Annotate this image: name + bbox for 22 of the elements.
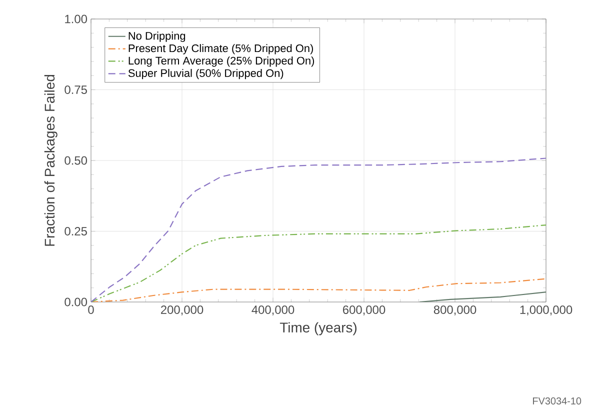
- legend-label: Present Day Climate (5% Dripped On): [128, 44, 313, 54]
- y-tick-label: 0.25: [64, 227, 87, 236]
- y-axis-title: Fraction of Packages Failed: [44, 74, 58, 246]
- x-tick-label: 800,000: [434, 306, 476, 316]
- x-tick-label: 400,000: [252, 306, 294, 316]
- y-tick-label: 0.50: [64, 156, 88, 165]
- x-tick-label: 600,000: [343, 306, 386, 316]
- legend-label: Super Pluvial (50% Dripped On): [128, 68, 284, 80]
- line-series: [91, 224, 546, 302]
- line-series: [91, 158, 546, 302]
- y-tick-label: 0.00: [64, 298, 88, 306]
- text: FV3034-10: [533, 397, 582, 404]
- x-axis-title: Time (years): [280, 322, 356, 336]
- legend-label: Long Term Average (25% Dripped On): [128, 56, 314, 67]
- legend-label: No Dripping: [128, 32, 186, 42]
- x-tick-label: 200,000: [160, 306, 204, 316]
- x-tick-label: 1,000,000: [520, 306, 572, 316]
- x-tick-label: 0: [88, 306, 94, 314]
- y-tick-label: 1.00: [65, 14, 88, 24]
- y-tick-label: 0.75: [64, 86, 87, 94]
- line-series: [418, 292, 546, 302]
- line-series: [91, 278, 546, 302]
